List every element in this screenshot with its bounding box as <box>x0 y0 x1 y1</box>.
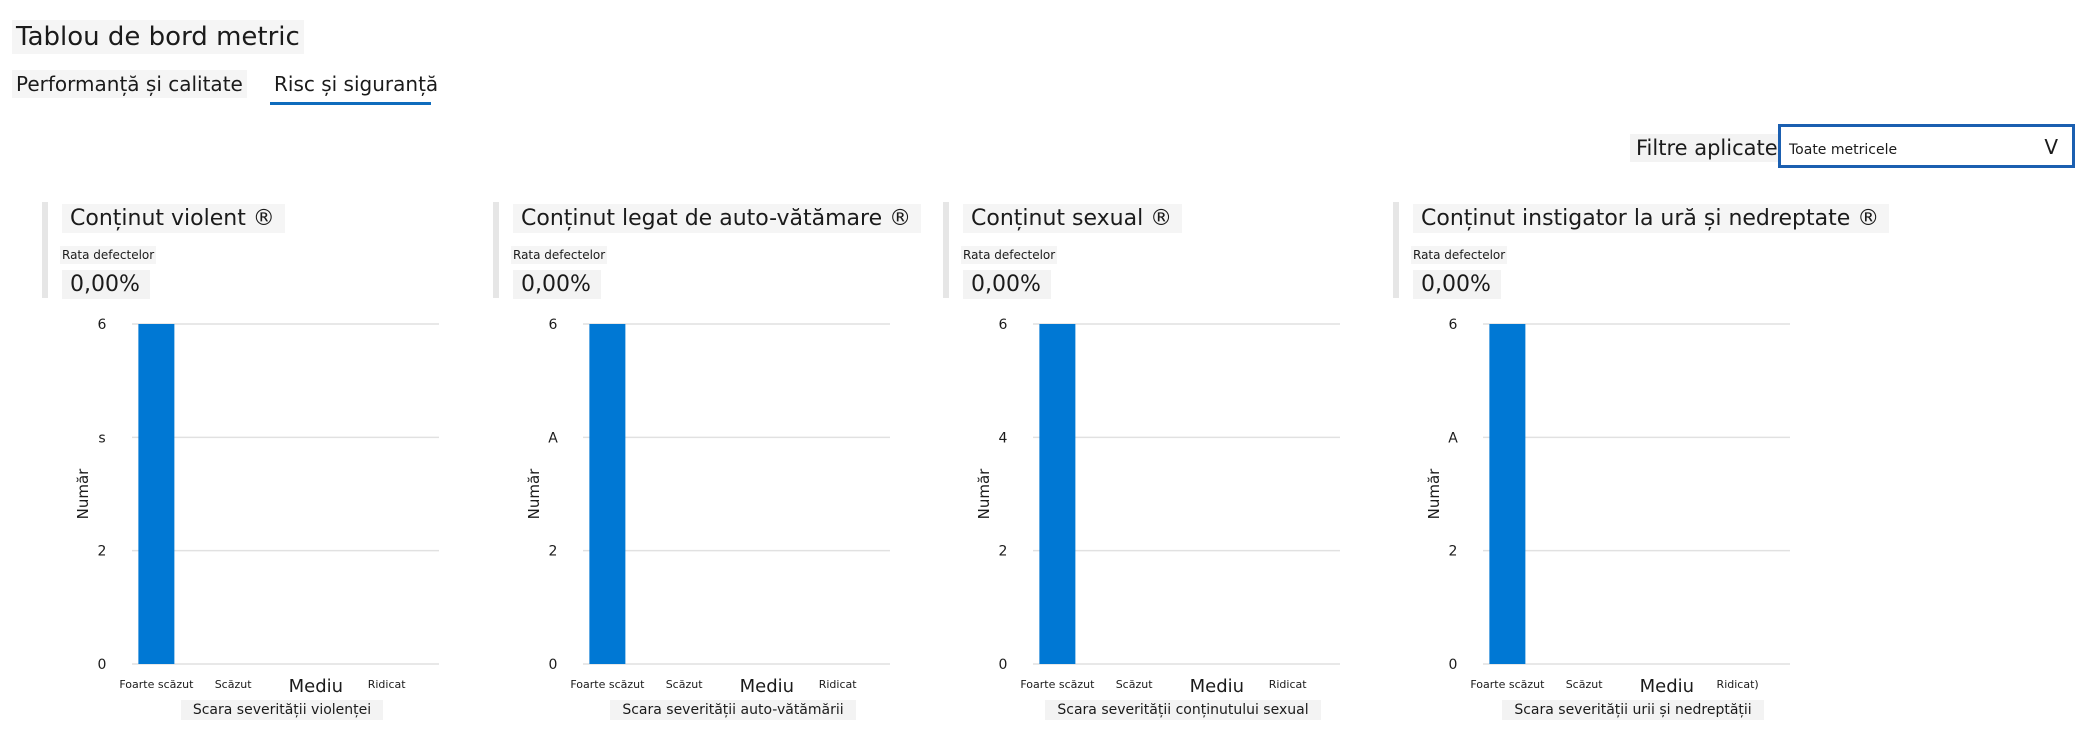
filter-label: Filtre aplicate <box>1630 134 1784 162</box>
x-tick-label: Scăzut <box>1566 678 1604 691</box>
tab-risk-safety[interactable]: Risc și siguranță <box>270 70 443 98</box>
y-tick-label: 4 <box>999 430 1008 446</box>
x-axis-title: Scara severității auto-vătămării <box>583 700 883 720</box>
x-tick-label: Foarte scăzut <box>570 678 645 691</box>
x-tick-label: Mediu <box>740 676 794 697</box>
y-tick-label: 6 <box>549 317 558 333</box>
x-tick-label: Scăzut <box>215 678 253 691</box>
x-tick-label: Mediu <box>1190 676 1244 697</box>
y-tick-label: A <box>1448 430 1458 446</box>
card-title: Conținut legat de auto-vătămare ® <box>513 204 922 233</box>
y-tick-label: 6 <box>1449 317 1458 333</box>
y-axis-title: Număr <box>525 468 543 520</box>
chevron-down-icon[interactable]: V <box>2044 135 2058 159</box>
x-tick-label: Foarte scăzut <box>119 678 194 691</box>
y-tick-label: 2 <box>1449 544 1458 560</box>
defect-rate-value: 0,00% <box>963 270 1051 299</box>
bar <box>589 324 626 664</box>
card-hate-unfairness-content: Conținut instigator la ură și nedreptate… <box>1393 202 1890 732</box>
x-axis-title: Scara severității conținutului sexual <box>1033 700 1333 720</box>
y-tick-label: 6 <box>999 317 1008 333</box>
x-tick-label: Scăzut <box>1116 678 1154 691</box>
card-title: Conținut instigator la ură și nedreptate… <box>1413 204 1890 233</box>
y-axis-title: Număr <box>975 468 993 520</box>
card-self-harm-content: Conținut legat de auto-vătămare ® Rata d… <box>493 202 943 732</box>
page-title: Tablou de bord metric <box>12 20 304 54</box>
defect-rate-value: 0,00% <box>513 270 601 299</box>
card-accent <box>943 202 949 298</box>
defect-rate-value: 0,00% <box>62 270 150 299</box>
defect-rate-label: Rata defectelor <box>511 246 608 264</box>
y-tick-label: A <box>548 430 558 446</box>
y-axis-title: Număr <box>74 468 92 520</box>
x-axis-title-text: Scara severității auto-vătămării <box>610 700 856 720</box>
card-accent <box>493 202 499 298</box>
card-sexual-content: Conținut sexual ® Rata defectelor 0,00% … <box>943 202 1393 732</box>
active-tab-indicator <box>270 102 431 105</box>
bar <box>1039 324 1076 664</box>
y-tick-label: s <box>98 430 105 446</box>
filter-selected-value: Toate metricele <box>1789 142 1898 158</box>
y-tick-label: 2 <box>999 544 1008 560</box>
bar <box>1489 324 1526 664</box>
severity-bar-chart: 0 2 s 6 Număr Foarte scăzut Scăzut Mediu Ridicat <box>74 317 439 697</box>
y-tick-label: 0 <box>98 657 107 673</box>
card-violent-content: Conținut violent ® Rata defectelor 0,00%… <box>42 202 492 732</box>
y-tick-label: 0 <box>549 657 558 673</box>
severity-bar-chart: 0 2 A 6 Număr Foarte scăzut Scăzut Mediu Ridicat… <box>1425 317 1790 697</box>
x-tick-label: Foarte scăzut <box>1020 678 1095 691</box>
x-tick-label: Ridicat <box>1269 678 1308 691</box>
defect-rate-label: Rata defectelor <box>961 246 1058 264</box>
x-tick-label: Mediu <box>289 676 343 697</box>
x-tick-label: Foarte scăzut <box>1470 678 1545 691</box>
card-title: Conținut sexual ® <box>963 204 1183 233</box>
x-axis-title: Scara severității violenței <box>132 700 432 720</box>
y-tick-label: 6 <box>98 317 107 333</box>
defect-rate-label: Rata defectelor <box>60 246 157 264</box>
x-tick-label: Ridicat <box>368 678 407 691</box>
metrics-filter-dropdown[interactable]: Toate metricele V <box>1778 124 2075 168</box>
tab-performance-quality[interactable]: Performanță și calitate <box>12 70 247 98</box>
severity-bar-chart: 0 2 4 6 Număr Foarte scăzut Scăzut Mediu Ridicat <box>975 317 1340 697</box>
x-axis-title-text: Scara severității violenței <box>180 700 384 720</box>
y-tick-label: 2 <box>549 544 558 560</box>
severity-bar-chart: 0 2 A 6 Număr Foarte scăzut Scăzut Mediu Ridicat <box>525 317 890 697</box>
x-axis-title-text: Scara severității urii și nedreptății <box>1502 700 1764 720</box>
defect-rate-label: Rata defectelor <box>1411 246 1508 264</box>
card-title: Conținut violent ® <box>62 204 285 233</box>
y-tick-label: 0 <box>999 657 1008 673</box>
x-axis-title-text: Scara severității conținutului sexual <box>1045 700 1321 720</box>
bar <box>138 324 175 664</box>
defect-rate-value: 0,00% <box>1413 270 1501 299</box>
x-tick-label: Mediu <box>1640 676 1694 697</box>
x-tick-label: Scăzut <box>666 678 704 691</box>
x-tick-label: Ridicat <box>819 678 858 691</box>
x-axis-title: Scara severității urii și nedreptății <box>1483 700 1783 720</box>
card-accent <box>1393 202 1399 298</box>
y-tick-label: 2 <box>98 544 107 560</box>
y-axis-title: Număr <box>1425 468 1443 520</box>
card-accent <box>42 202 48 298</box>
y-tick-label: 0 <box>1449 657 1458 673</box>
x-tick-label: Ridicat) <box>1717 678 1759 691</box>
